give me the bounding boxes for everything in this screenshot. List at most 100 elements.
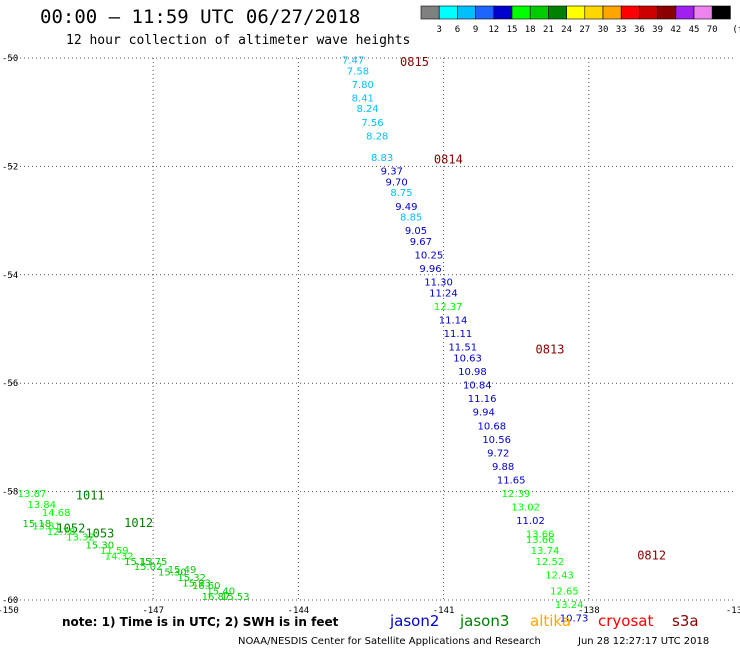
y-tick-label: -52 bbox=[2, 162, 18, 172]
swh-label: 13.87 bbox=[18, 489, 47, 500]
swh-label: 11.30 bbox=[424, 278, 453, 289]
satellite-legend-item: s3a bbox=[672, 612, 699, 630]
swh-label: 13.81 bbox=[32, 522, 61, 533]
swh-label: 15.40 bbox=[206, 587, 235, 598]
swh-label: 9.94 bbox=[473, 408, 495, 419]
swh-label: 9.37 bbox=[381, 167, 403, 178]
swh-label: 7.80 bbox=[352, 80, 374, 91]
swh-label: 12.39 bbox=[502, 489, 531, 500]
legend-swatch bbox=[675, 5, 695, 20]
satellite-legend-item: cryosat bbox=[598, 612, 653, 630]
legend-tick-label: 45 bbox=[689, 25, 700, 35]
time-label: 0815 bbox=[400, 55, 429, 69]
legend-swatch bbox=[584, 5, 604, 20]
swh-label: 12.65 bbox=[550, 587, 579, 598]
x-tick-label: -144 bbox=[288, 606, 310, 616]
swh-label: 13.02 bbox=[511, 503, 540, 514]
time-label: 1011 bbox=[76, 489, 105, 503]
legend-swatch bbox=[639, 5, 658, 20]
swh-label: 15.93 bbox=[182, 578, 211, 589]
swh-label: 15.02 bbox=[134, 562, 163, 573]
y-tick-label: -60 bbox=[2, 596, 18, 606]
y-tick-label: -56 bbox=[2, 379, 18, 389]
legend-tick-label: 12 bbox=[488, 25, 499, 35]
legend-swatch bbox=[529, 5, 549, 20]
legend-tick-label: 30 bbox=[598, 25, 609, 35]
legend-tick-label: 24 bbox=[561, 25, 572, 35]
swh-label: 9.67 bbox=[410, 237, 432, 248]
satellite-legend-item: altika bbox=[530, 612, 571, 630]
swh-label: 13.74 bbox=[531, 546, 560, 557]
swh-label: 13.66 bbox=[526, 530, 555, 541]
page-subtitle: 12 hour collection of altimeter wave hei… bbox=[66, 33, 411, 48]
legend-swatch bbox=[511, 5, 531, 20]
legend-tick-label: 3 bbox=[436, 25, 441, 35]
swh-label: 10.68 bbox=[477, 421, 506, 432]
y-tick-label: -50 bbox=[2, 54, 18, 64]
legend-swatch bbox=[657, 5, 677, 20]
swh-label: 8.85 bbox=[400, 213, 422, 224]
legend-tick-label: 39 bbox=[652, 25, 663, 35]
swh-label: 13.66 bbox=[526, 535, 555, 546]
x-tick-label: -150 bbox=[0, 606, 19, 616]
footer-credit: NOAA/NESDIS Center for Satellite Applica… bbox=[238, 636, 541, 647]
swh-label: 10.73 bbox=[560, 614, 589, 625]
time-label: 0813 bbox=[536, 342, 565, 356]
swh-label: 14.68 bbox=[42, 508, 71, 519]
legend-tick-label: 42 bbox=[670, 25, 681, 35]
swh-label: 8.28 bbox=[366, 131, 388, 142]
x-tick-label: -141 bbox=[433, 606, 455, 616]
legend-tick-label: 18 bbox=[525, 25, 536, 35]
legend-tick-label: 33 bbox=[616, 25, 627, 35]
swh-label: 15.30 bbox=[158, 568, 187, 579]
legend-swatch bbox=[475, 5, 495, 20]
x-tick-label: -138 bbox=[578, 606, 600, 616]
time-label: 1052 bbox=[56, 521, 85, 535]
swh-label: 13.24 bbox=[555, 600, 584, 611]
swh-label: 9.05 bbox=[405, 226, 427, 237]
legend-swatch bbox=[620, 5, 640, 20]
legend-tick-label: 6 bbox=[455, 25, 460, 35]
time-label: 1053 bbox=[85, 527, 114, 541]
satellite-legend-item: jason3 bbox=[459, 612, 509, 630]
swh-label: 11.24 bbox=[429, 288, 458, 299]
satellite-legend-item: jason2 bbox=[389, 612, 439, 630]
swh-label: 11.11 bbox=[444, 329, 473, 340]
swh-label: 7.58 bbox=[347, 66, 369, 77]
legend-swatch bbox=[711, 5, 731, 20]
swh-label: 11.14 bbox=[439, 316, 468, 327]
legend-swatch bbox=[420, 5, 440, 20]
swh-label: 15.49 bbox=[168, 565, 197, 576]
legend-swatch bbox=[548, 5, 567, 20]
legend-tick-label: 36 bbox=[634, 25, 645, 35]
swh-label: 11.59 bbox=[100, 546, 129, 557]
legend-unit: (ft) bbox=[732, 25, 740, 35]
swh-label: 16.87 bbox=[202, 592, 231, 603]
swh-label: 10.98 bbox=[458, 367, 487, 378]
swh-label: 15.53 bbox=[221, 592, 250, 603]
swh-label: 12.43 bbox=[545, 570, 574, 581]
swh-label: 13.32 bbox=[66, 532, 95, 543]
swh-label: 10.63 bbox=[453, 354, 482, 365]
legend-swatch bbox=[566, 5, 586, 20]
swh-label: 11.16 bbox=[468, 394, 497, 405]
legend-tick-label: 9 bbox=[473, 25, 478, 35]
y-tick-label: -58 bbox=[2, 488, 18, 498]
swh-label: 9.88 bbox=[492, 462, 514, 473]
swh-label: 14.32 bbox=[105, 551, 134, 562]
swh-label: 8.75 bbox=[390, 188, 412, 199]
swh-label: 13.84 bbox=[27, 500, 56, 511]
time-label: 0814 bbox=[434, 153, 463, 167]
legend-tick-label: 70 bbox=[707, 25, 718, 35]
swh-label: 11.02 bbox=[516, 516, 545, 527]
time-label: 1012 bbox=[124, 516, 153, 530]
legend-swatch bbox=[602, 5, 622, 20]
swh-label: 8.83 bbox=[371, 153, 393, 164]
page-title: 00:00 – 11:59 UTC 06/27/2018 bbox=[40, 6, 361, 28]
time-label: 0812 bbox=[637, 548, 666, 562]
swh-label: 8.41 bbox=[352, 93, 374, 104]
swh-label: 11.51 bbox=[448, 343, 477, 354]
swh-label: 9.70 bbox=[386, 177, 408, 188]
swh-label: 9.96 bbox=[419, 264, 441, 275]
swh-label: 7.47 bbox=[342, 55, 364, 66]
